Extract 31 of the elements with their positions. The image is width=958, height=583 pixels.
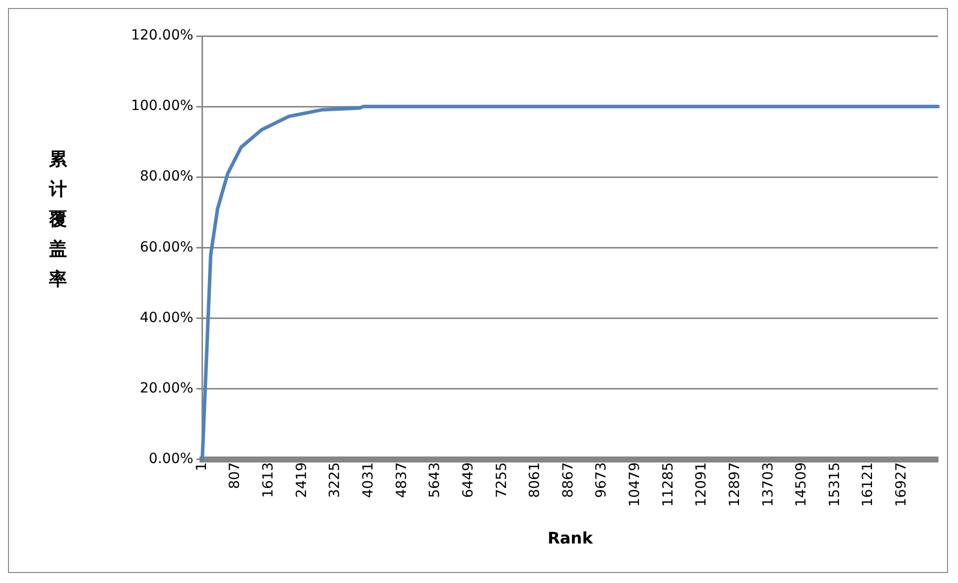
y-tick-label: 100.00% (130, 98, 194, 114)
x-tick-label: 16121 (860, 462, 876, 507)
y-axis-title: 累计覆盖率 (48, 148, 68, 292)
x-axis-title: Rank (548, 528, 594, 548)
x-tick-label: 8061 (527, 462, 544, 498)
x-tick-label: 5643 (427, 462, 444, 498)
x-tick-label: 2419 (294, 462, 310, 498)
y-tick-label: 40.00% (140, 310, 194, 326)
x-tick-label: 10479 (627, 462, 644, 507)
x-tick-label: 1613 (260, 462, 277, 498)
x-tick-label: 16927 (894, 462, 910, 507)
x-tick-label: 12897 (726, 462, 743, 507)
x-tick-label: 807 (227, 462, 244, 489)
y-tick-label: 120.00% (130, 28, 194, 44)
x-tick-label: 1 (194, 462, 210, 472)
x-tick-label: 13703 (760, 462, 776, 507)
x-tick-label: 8867 (560, 462, 576, 498)
y-tick-label: 80.00% (140, 168, 194, 185)
y-tick-label: 0.00% (148, 450, 194, 467)
y-tick-label: 20.00% (140, 380, 194, 396)
x-tick-label: 11285 (660, 462, 676, 507)
x-tick-label: 3225 (327, 462, 344, 498)
x-tick-label: 9673 (594, 462, 610, 498)
x-tick-label: 14509 (794, 462, 810, 507)
x-tick-label: 7255 (494, 462, 510, 498)
x-tick-label: 6449 (460, 462, 476, 498)
y-tick-label: 60.00% (140, 239, 194, 256)
x-tick-label: 15315 (826, 462, 843, 507)
x-tick-label: 4837 (394, 462, 410, 498)
x-tick-label: 12091 (694, 462, 710, 507)
x-tick-label: 4031 (360, 462, 377, 498)
